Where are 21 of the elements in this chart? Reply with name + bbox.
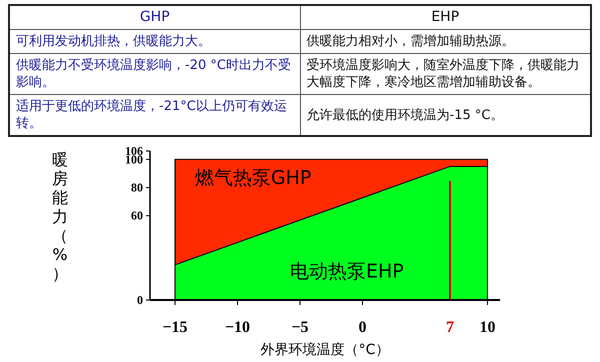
category-label: EHP xyxy=(300,5,591,30)
series-label: 燃气热泵GHP xyxy=(194,166,312,189)
x-tick-label: −5 xyxy=(291,319,309,336)
series-label: 电动热泵EHP xyxy=(290,260,404,283)
category-label: GHP xyxy=(9,5,300,30)
x-tick-label: −15 xyxy=(162,319,188,336)
x-axis-title: 外界环境温度（°C） xyxy=(260,342,390,358)
ref-line-label: 7 xyxy=(446,319,454,336)
text: 适用于更低的环境温度，-21°C以上仍可有效运转。 xyxy=(9,94,300,136)
text: 供暖能力相对小，需增加辅助热源。 xyxy=(300,30,591,54)
text: 可利用发动机排热，供暖能力大。 xyxy=(9,30,300,54)
y-tick-label: 80 xyxy=(131,180,143,195)
y-tick-label: 60 xyxy=(131,208,143,223)
y-axis-title: 暖房能力（%） xyxy=(52,150,68,283)
text: 受环境温度影响大，随室外温度下降，供暖能力大幅度下降，寒冷地区需增加辅助设备。 xyxy=(300,54,591,94)
y-tick-label: 0 xyxy=(137,293,143,307)
text: 允许最低的使用环境温为-15 °C。 xyxy=(300,94,591,136)
text: 供暖能力不受环境温度影响，-20 °C时出力不受影响。 xyxy=(9,54,300,94)
x-tick-label: −10 xyxy=(224,319,250,336)
x-tick-label: 0 xyxy=(358,319,366,336)
x-tick-label: 10 xyxy=(480,319,496,336)
